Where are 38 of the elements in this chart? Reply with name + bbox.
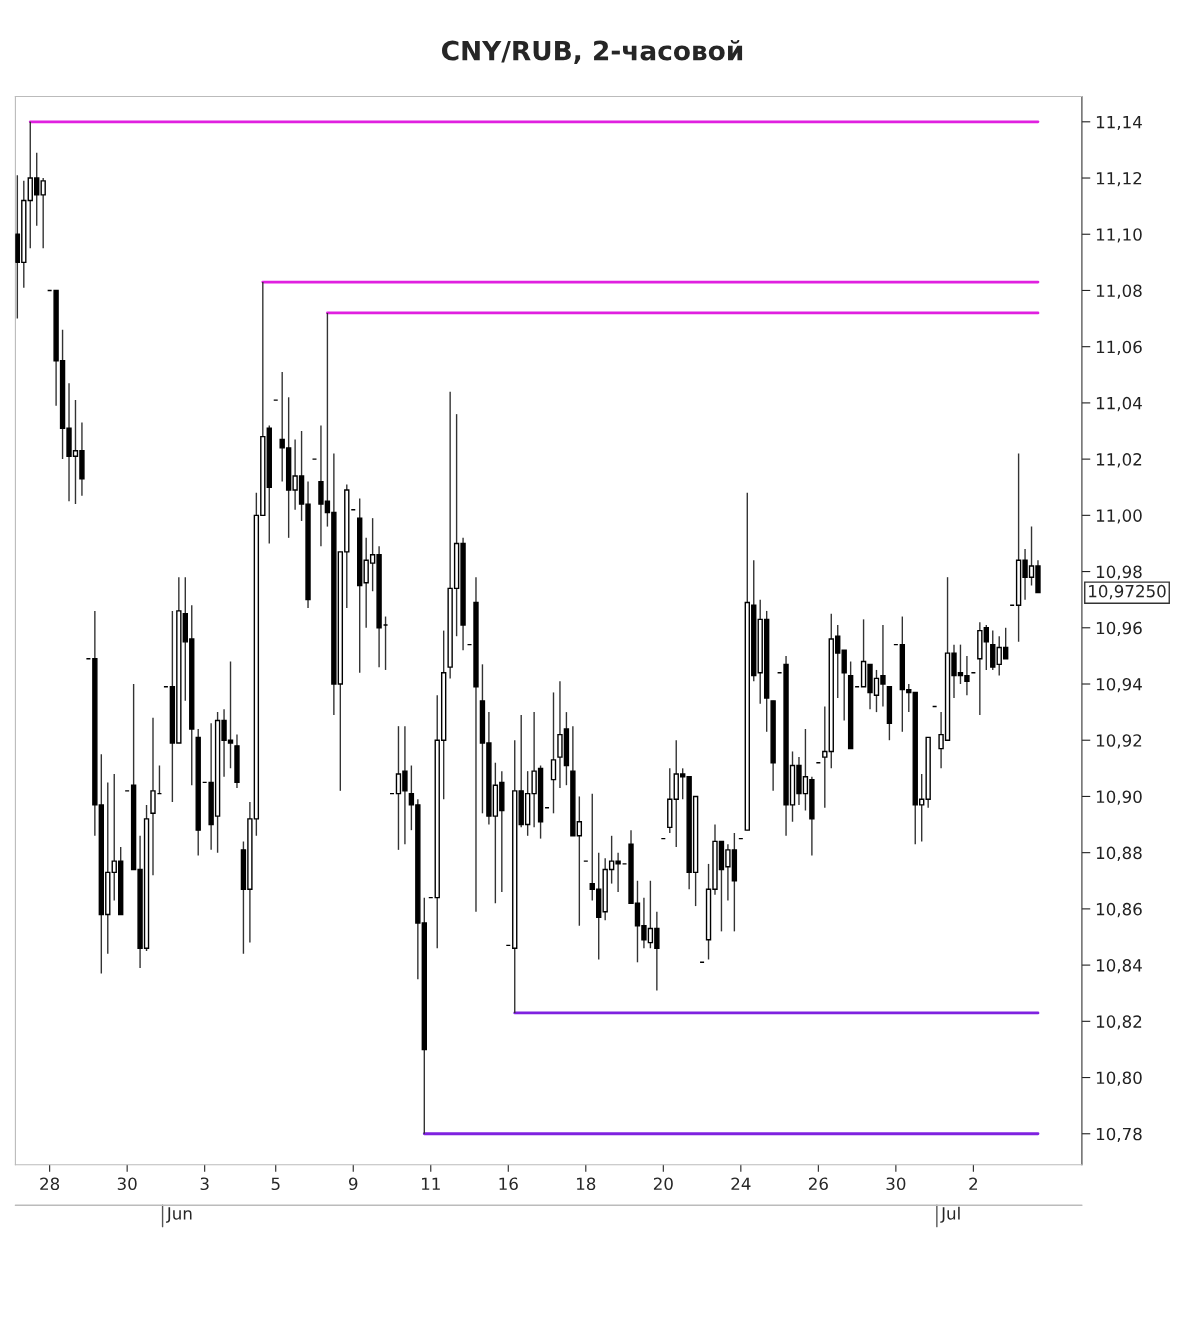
y-tick-label: 11,06 <box>1096 340 1142 355</box>
x-tick-label: 11 <box>421 1177 440 1190</box>
y-tick-label: 10,96 <box>1096 621 1142 637</box>
y-tick-label: 11,04 <box>1096 396 1142 412</box>
x-tick-label: 20 <box>653 1177 673 1191</box>
y-tick-label: 10,80 <box>1096 1071 1142 1086</box>
text: 10,97250 <box>1089 584 1166 600</box>
x-tick-label: 5 <box>271 1177 280 1191</box>
text: Jul <box>940 1206 960 1223</box>
x-tick-label: 16 <box>499 1177 518 1191</box>
x-tick-label: 3 <box>200 1177 209 1191</box>
text: Jun <box>165 1207 192 1223</box>
y-tick-label: 10,78 <box>1096 1127 1142 1143</box>
y-tick-label: 11,10 <box>1096 228 1142 243</box>
y-tick-label: 10,90 <box>1096 790 1142 805</box>
y-tick-label: 10,98 <box>1096 565 1142 580</box>
y-tick-label: 11,14 <box>1096 115 1142 131</box>
x-tick-label: 26 <box>808 1177 828 1191</box>
y-tick-label: 10,82 <box>1096 1015 1142 1030</box>
candlestick <box>990 629 996 671</box>
x-tick-label: 2 <box>969 1177 978 1190</box>
y-tick-label: 10,92 <box>1096 734 1142 749</box>
y-tick-label: 11,02 <box>1096 453 1142 468</box>
y-tick-label: 11,12 <box>1096 171 1142 187</box>
chart-title: CNY/RUB, 2-часовой <box>442 39 743 64</box>
x-tick-label: 9 <box>349 1177 358 1191</box>
x-tick-label: 30 <box>117 1177 137 1191</box>
y-tick-label: 10,84 <box>1096 959 1142 974</box>
x-tick-label: 28 <box>40 1177 60 1191</box>
x-tick-label: 24 <box>731 1177 751 1190</box>
y-tick-label: 11,00 <box>1096 509 1142 524</box>
x-tick-label: 18 <box>577 1177 596 1191</box>
y-tick-label: 10,94 <box>1096 677 1142 693</box>
x-tick-label: 30 <box>886 1177 906 1191</box>
y-tick-label: 10,88 <box>1096 846 1142 861</box>
y-tick-label: 10,86 <box>1096 902 1142 918</box>
y-tick-label: 11,08 <box>1096 284 1142 299</box>
candlestick <box>550 691 557 815</box>
